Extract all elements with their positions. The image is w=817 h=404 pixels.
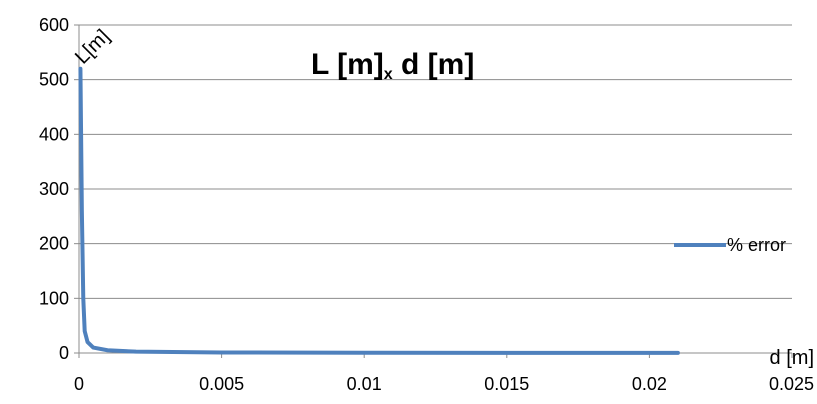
y-tick-label: 500 xyxy=(39,70,69,90)
chart-title-subscript: x xyxy=(384,66,393,83)
y-tick-label: 200 xyxy=(39,234,69,254)
y-tick-label: 600 xyxy=(39,15,69,35)
x-axis-title: d [m] xyxy=(770,347,814,369)
legend-label-error: % error xyxy=(727,235,786,255)
x-tick-label: 0.025 xyxy=(769,374,814,394)
chart-title: L [m]x d [m] xyxy=(311,48,474,83)
x-tick-label: 0 xyxy=(74,374,84,394)
y-tick-label: 100 xyxy=(39,288,69,308)
chart-title-main: L [m] xyxy=(311,48,384,81)
y-tick-label: 0 xyxy=(59,343,69,363)
y-axis-title: L[m] xyxy=(71,25,114,68)
tick-layer: 0 100 200 300 400 500 600 0 0.005 0.01 0.015 0.02 0.… xyxy=(39,15,814,394)
chart-title-tail: d [m] xyxy=(393,48,475,81)
x-tick-label: 0.015 xyxy=(484,374,529,394)
legend: % error xyxy=(674,235,786,255)
x-tick-label: 0.005 xyxy=(199,374,244,394)
x-tick-label: 0.01 xyxy=(347,374,382,394)
y-tick-label: 300 xyxy=(39,179,69,199)
series-layer xyxy=(78,66,680,355)
series-line-error xyxy=(78,66,680,355)
x-tick-label: 0.02 xyxy=(632,374,667,394)
grid-layer xyxy=(79,24,792,299)
y-tick-label: 400 xyxy=(39,124,69,144)
